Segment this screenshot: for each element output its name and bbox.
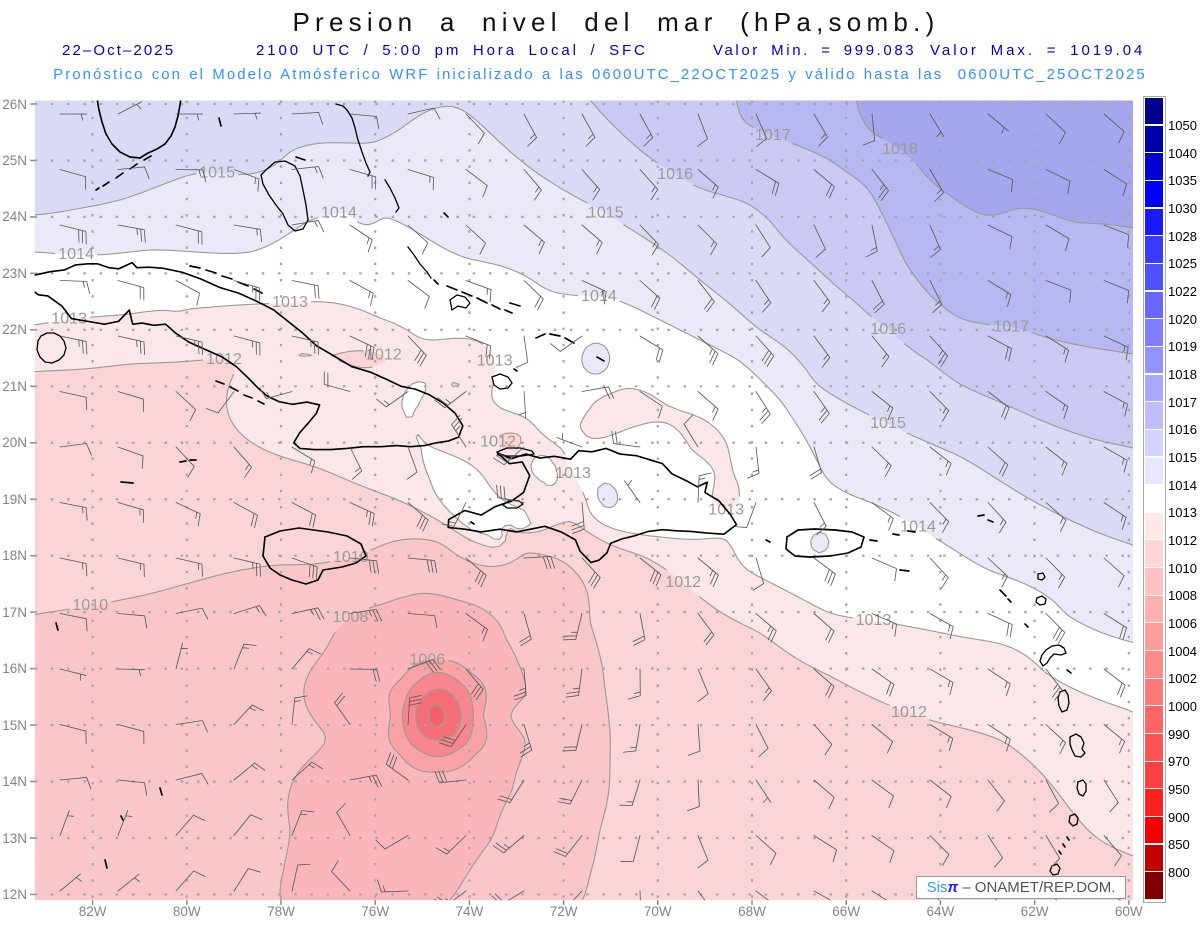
svg-text:1008: 1008 <box>333 608 369 626</box>
svg-text:1014: 1014 <box>58 245 94 263</box>
svg-text:1013: 1013 <box>477 351 513 369</box>
svg-text:1012: 1012 <box>665 573 701 591</box>
svg-text:1012: 1012 <box>480 433 516 451</box>
svg-text:1016: 1016 <box>870 320 906 338</box>
svg-text:1018: 1018 <box>882 140 918 158</box>
svg-text:1017: 1017 <box>755 126 791 144</box>
svg-text:1013: 1013 <box>272 293 308 311</box>
svg-text:1010: 1010 <box>72 596 108 614</box>
svg-text:1014: 1014 <box>900 517 936 535</box>
svg-text:1012: 1012 <box>891 703 927 721</box>
svg-text:1013: 1013 <box>555 464 591 482</box>
svg-text:1016: 1016 <box>657 165 693 183</box>
svg-text:1013: 1013 <box>856 611 892 629</box>
svg-text:1015: 1015 <box>199 164 235 182</box>
svg-text:1014: 1014 <box>321 204 357 222</box>
svg-text:1015: 1015 <box>870 414 906 432</box>
svg-text:1017: 1017 <box>993 317 1029 335</box>
svg-text:1006: 1006 <box>409 651 445 669</box>
svg-text:1014: 1014 <box>581 287 617 305</box>
svg-text:1015: 1015 <box>588 204 624 222</box>
svg-text:1013: 1013 <box>51 310 87 328</box>
svg-text:1012: 1012 <box>366 346 402 364</box>
